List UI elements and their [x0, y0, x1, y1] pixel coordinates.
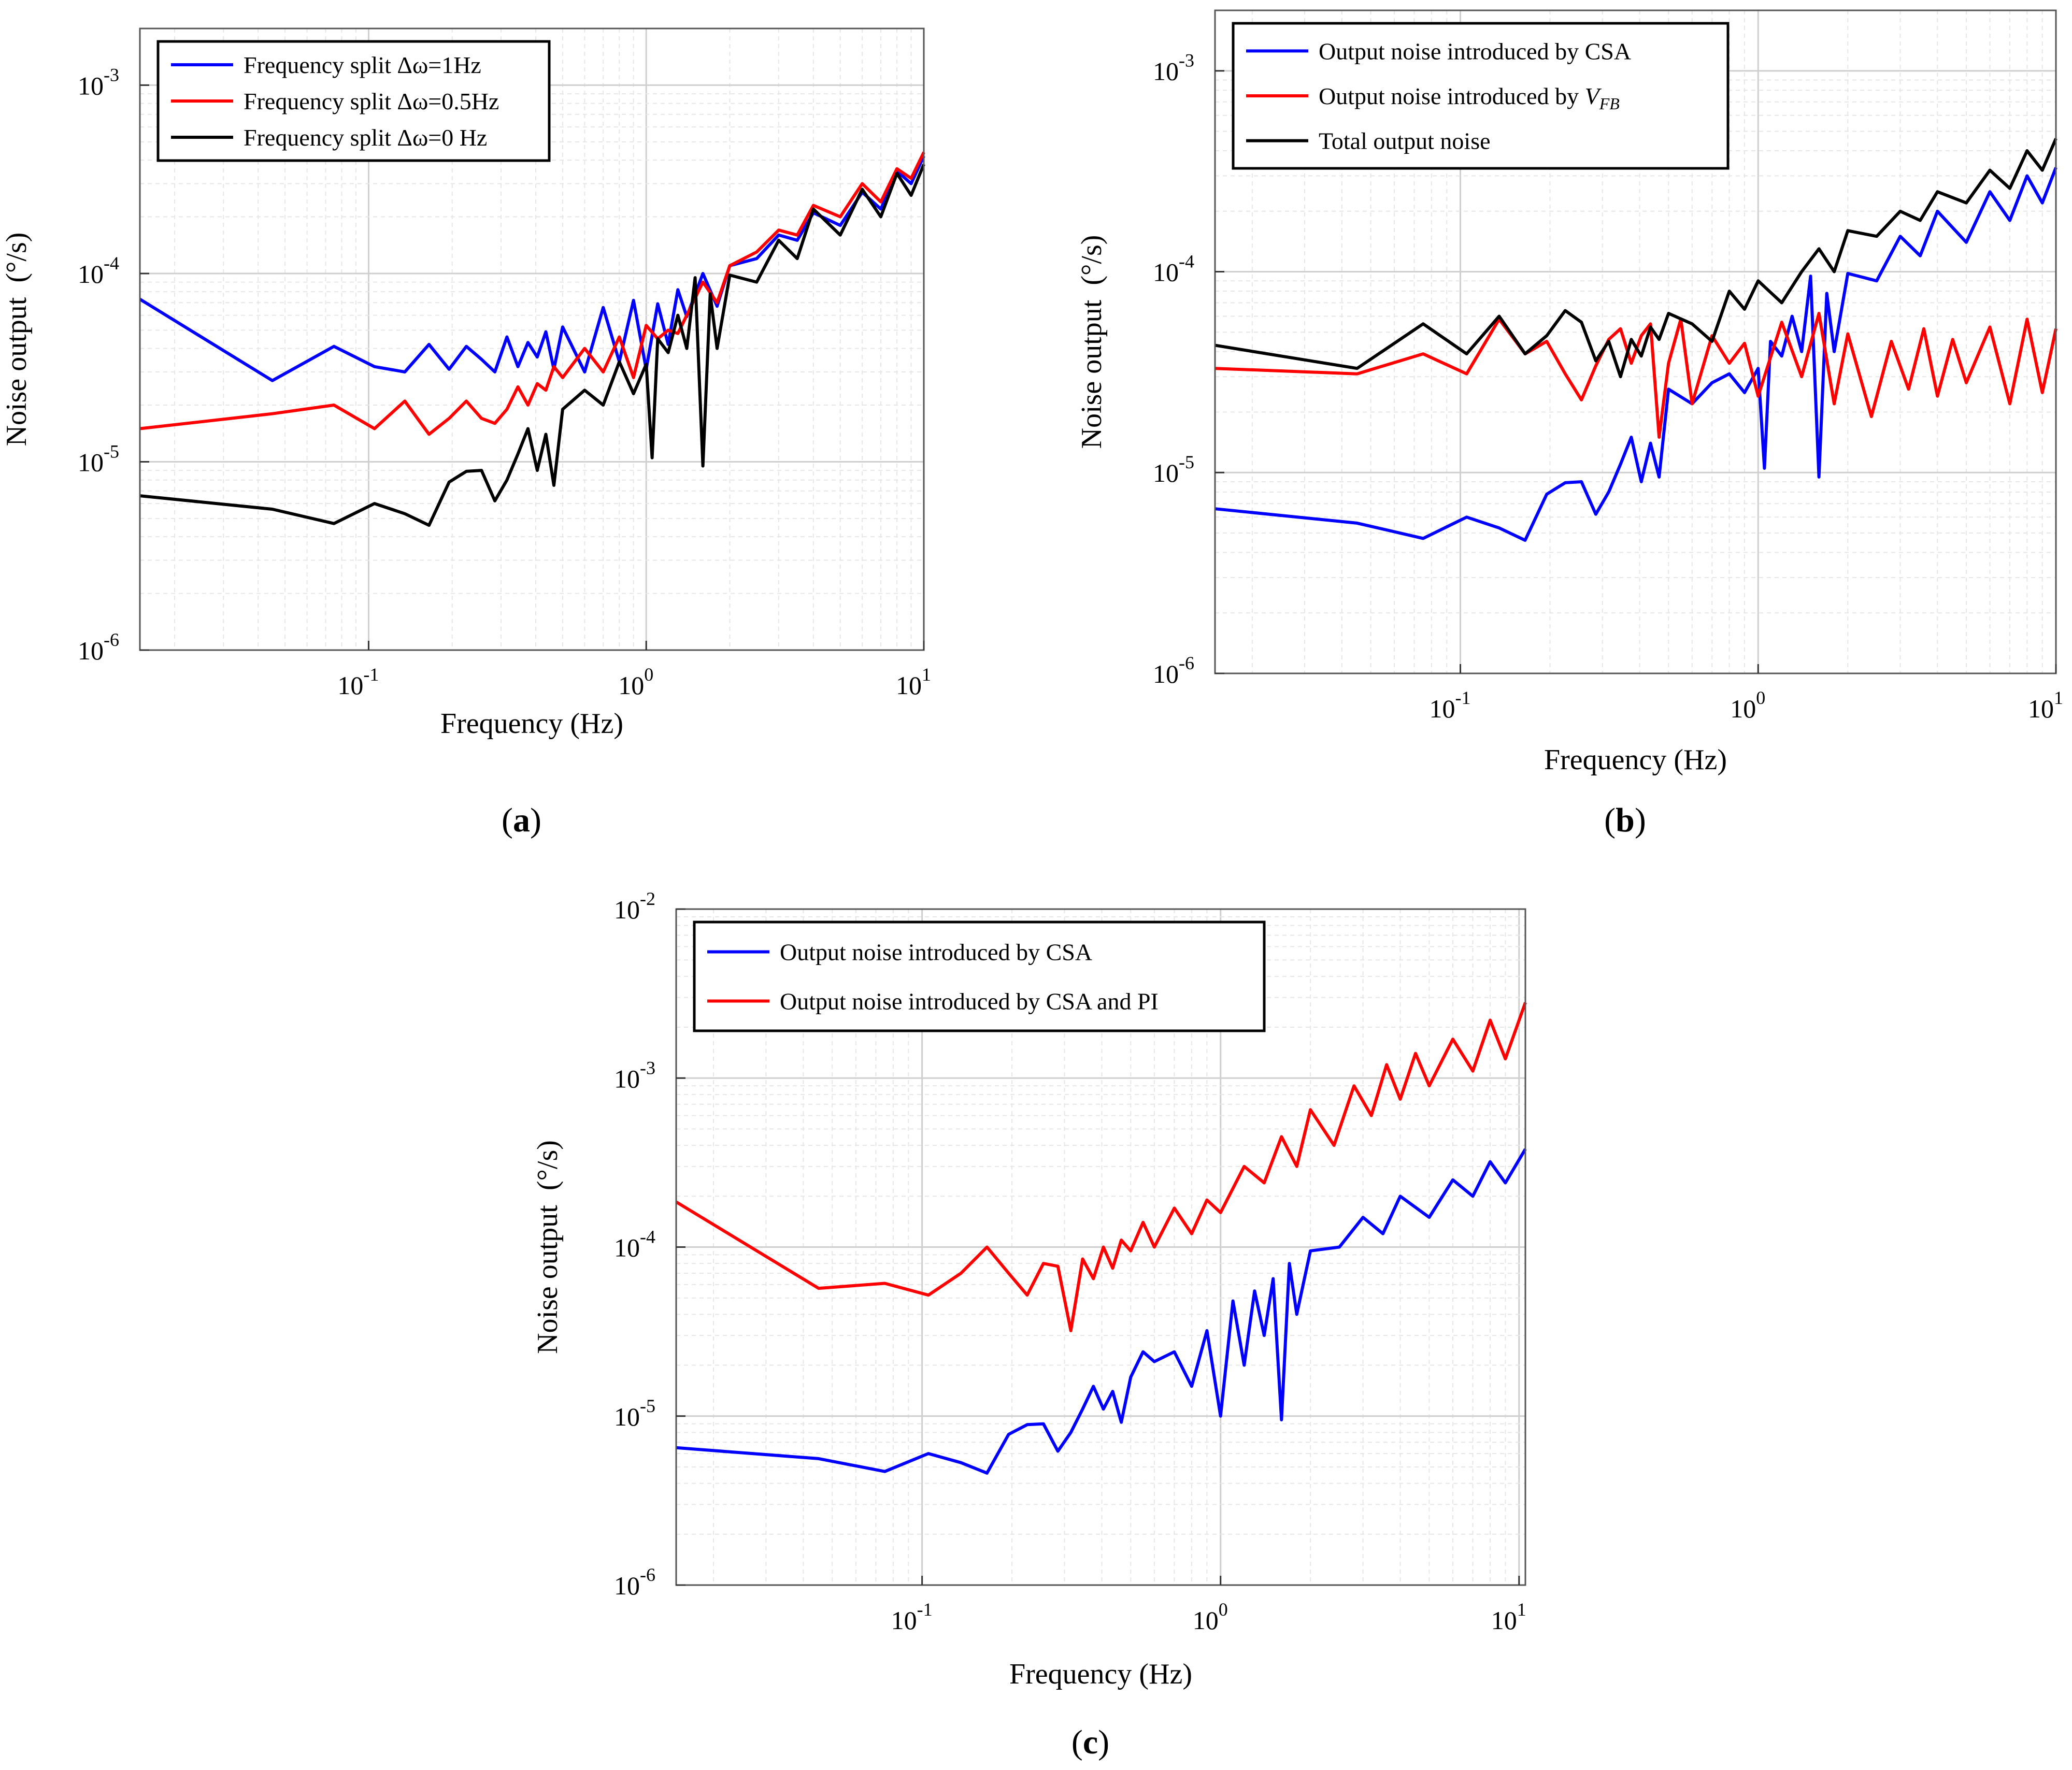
x-axis-label: Frequency (Hz): [1009, 1658, 1192, 1690]
y-tick-label: 10-4: [614, 1227, 655, 1262]
y-tick-label: 10-6: [78, 629, 119, 665]
x-tick-label: 100: [1193, 1599, 1228, 1635]
legend-entry-3: Frequency split Δω=0 Hz: [244, 124, 487, 151]
y-tick-exponent: -5: [1179, 452, 1194, 472]
legend: Output noise introduced by CSA Output noi…: [1232, 22, 1730, 170]
y-tick-label: 10-6: [614, 1564, 655, 1600]
y-tick-label: 10-5: [1153, 452, 1194, 487]
y-tick-label: 10-4: [78, 253, 119, 289]
x-tick-label: 10-1: [891, 1599, 933, 1635]
x-tick-label: 100: [618, 664, 653, 700]
x-tick-exponent: -1: [363, 664, 379, 685]
series-line-3: [1214, 138, 2057, 379]
x-tick-exponent: 0: [1219, 1599, 1228, 1620]
x-tick-label: 10-1: [337, 664, 379, 700]
panel-caption-c: (c): [1071, 1723, 1109, 1761]
y-tick-exponent: -4: [1179, 251, 1194, 271]
y-tick-label: 10-5: [614, 1395, 655, 1431]
x-tick-label: 10-1: [1430, 687, 1471, 723]
legend-box: [693, 920, 1266, 1032]
y-tick-label: 10-2: [614, 888, 655, 924]
series-line-3: [139, 164, 925, 527]
y-tick-exponent: -3: [104, 64, 119, 85]
y-tick-label: 10-3: [614, 1057, 655, 1093]
panel-caption-a: (a): [502, 801, 541, 839]
legend-entry-2: Output noise introduced by VFB: [1319, 83, 1620, 113]
x-tick-exponent: -1: [917, 1599, 933, 1620]
x-tick-exponent: 0: [644, 664, 653, 685]
legend-entry-2: Output noise introduced by CSA and PI: [780, 988, 1159, 1015]
legend: Frequency split Δω=1Hz Frequency split Δω…: [156, 40, 551, 162]
y-tick-exponent: -4: [640, 1227, 655, 1247]
series-line-2: [1214, 312, 2057, 439]
y-tick-label: 10-6: [1153, 653, 1194, 688]
y-axis-label: Noise output (°/s): [532, 1140, 564, 1354]
y-tick-exponent: -3: [640, 1057, 655, 1078]
chart-panel-c: 10-1 100 10110-610-510-410-310-2Frequency …: [532, 888, 1527, 1761]
x-tick-exponent: 1: [922, 664, 931, 685]
series-line-2: [675, 1002, 1527, 1332]
legend-entry-1: Output noise introduced by CSA: [1319, 38, 1631, 64]
legend: Output noise introduced by CSA Output noi…: [693, 920, 1266, 1032]
y-tick-exponent: -5: [104, 441, 119, 462]
x-tick-exponent: 1: [2054, 687, 2063, 708]
legend-entry-1: Output noise introduced by CSA: [780, 939, 1092, 966]
axes-frame: [1214, 9, 2057, 674]
y-tick-exponent: -6: [1179, 653, 1194, 673]
y-tick-label: 10-3: [78, 64, 119, 100]
x-tick-label: 100: [1730, 687, 1765, 723]
x-axis-label: Frequency (Hz): [1544, 744, 1727, 776]
x-tick-exponent: 1: [1517, 1599, 1526, 1620]
legend-entry-3: Total output noise: [1319, 128, 1491, 154]
series-line-2: [139, 151, 925, 436]
panel-caption-b: (b): [1604, 801, 1646, 839]
x-tick-exponent: 0: [1756, 687, 1765, 708]
axes-frame: [139, 27, 925, 651]
legend-box: [1232, 22, 1730, 170]
y-tick-label: 10-5: [78, 441, 119, 477]
legend-entry-1: Frequency split Δω=1Hz: [244, 52, 481, 78]
y-tick-label: 10-3: [1153, 50, 1194, 86]
x-tick-exponent: -1: [1455, 687, 1471, 708]
y-tick-exponent: -2: [640, 888, 655, 909]
y-tick-exponent: -6: [640, 1564, 655, 1585]
y-tick-label: 10-4: [1153, 251, 1194, 286]
x-axis-label: Frequency (Hz): [440, 708, 623, 740]
legend-entry-2: Frequency split Δω=0.5Hz: [244, 88, 499, 114]
y-tick-exponent: -3: [1179, 50, 1194, 71]
y-tick-exponent: -6: [104, 629, 119, 650]
x-tick-label: 101: [2028, 687, 2063, 723]
y-axis-label: Noise output (°/s): [1, 233, 33, 447]
x-tick-label: 101: [1491, 1599, 1526, 1635]
series-line-1: [1214, 167, 2057, 542]
y-axis-label: Noise output (°/s): [1076, 235, 1108, 449]
y-tick-exponent: -5: [640, 1395, 655, 1416]
x-tick-label: 101: [896, 664, 931, 700]
series-line-1: [676, 1148, 1527, 1475]
y-tick-exponent: -4: [104, 253, 119, 274]
